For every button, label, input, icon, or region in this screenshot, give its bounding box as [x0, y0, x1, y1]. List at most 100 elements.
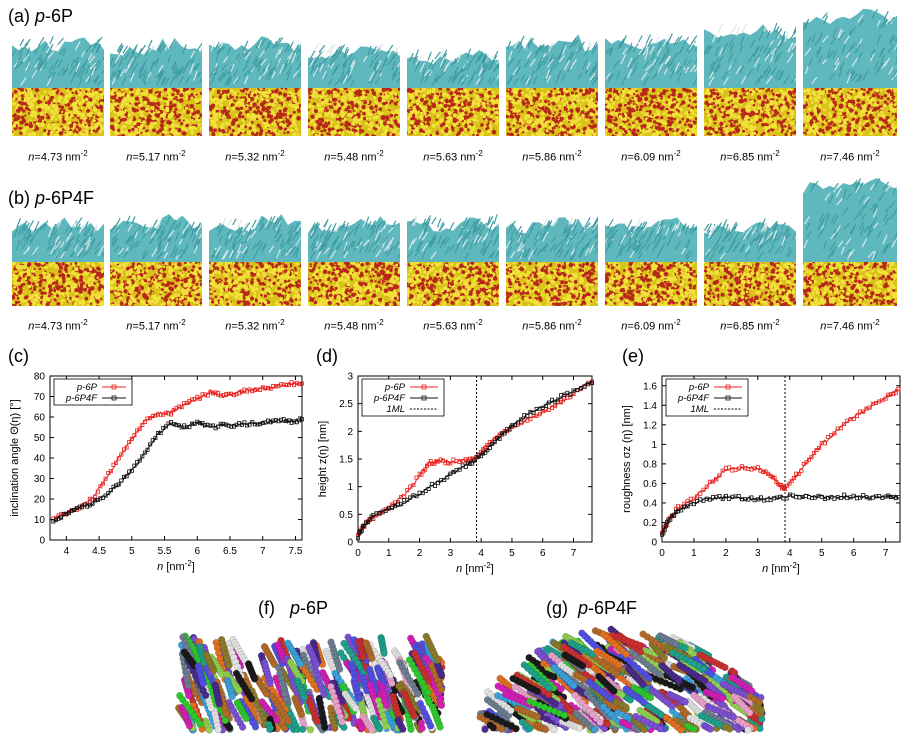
molecule — [483, 696, 513, 719]
data-point — [478, 454, 483, 459]
data-point — [414, 475, 419, 480]
x-axis-label: n [nm-2] — [762, 561, 800, 575]
data-point — [763, 469, 768, 474]
coverage-caption: n=4.73 nm-2 — [28, 149, 88, 164]
molecule — [378, 683, 390, 709]
snapshot-p6p4f-1 — [12, 217, 104, 306]
coverage-caption: n=6.09 nm-2 — [621, 318, 681, 333]
data-point — [500, 431, 505, 436]
y-tick-label: 1 — [347, 482, 353, 493]
data-point — [174, 423, 179, 428]
data-point — [163, 410, 168, 415]
molecule — [630, 684, 655, 702]
data-point — [537, 412, 542, 417]
data-point — [197, 396, 202, 401]
series-p-6P — [660, 387, 901, 535]
x-tick-label: 3 — [448, 548, 454, 559]
data-point — [359, 528, 364, 533]
data-point — [297, 418, 302, 423]
data-point — [559, 400, 564, 405]
molecule — [684, 722, 698, 733]
molecule — [658, 661, 683, 685]
coverage-caption: n=4.73 nm-2 — [28, 318, 88, 333]
molecule — [370, 648, 395, 679]
molecule — [520, 661, 553, 692]
data-point — [492, 440, 497, 445]
molecule — [676, 661, 709, 685]
data-point — [140, 454, 145, 459]
y-tick-label: 70 — [34, 392, 46, 403]
data-point — [127, 469, 132, 474]
y-tick-label: 1.4 — [643, 401, 657, 412]
data-point — [698, 491, 703, 496]
molecule — [341, 690, 360, 712]
data-point — [252, 388, 257, 393]
data-point — [480, 451, 485, 456]
snapshot-p6p-6 — [506, 34, 598, 136]
data-point — [704, 484, 709, 489]
molecule — [260, 642, 279, 669]
data-point — [221, 421, 226, 426]
data-point — [832, 496, 837, 501]
y-tick-label: 0 — [651, 538, 657, 549]
data-point — [442, 477, 447, 482]
data-point — [299, 381, 304, 386]
molecule — [719, 680, 751, 700]
y-tick-label: 2.5 — [339, 399, 353, 410]
data-point — [216, 391, 221, 396]
panel-b-label: (b) p-6P4F — [8, 188, 95, 208]
legend-entry: 1ML — [387, 404, 405, 415]
data-point — [468, 456, 473, 461]
data-point — [420, 491, 425, 496]
molecule — [327, 683, 346, 726]
data-point — [148, 442, 153, 447]
data-point — [711, 479, 716, 484]
data-point — [119, 478, 124, 483]
data-point — [221, 393, 226, 398]
data-point — [736, 466, 741, 471]
data-point — [685, 498, 690, 503]
molecule — [593, 647, 623, 669]
molecule-cluster-p6p4f — [476, 625, 766, 734]
legend-entry: p-6P — [76, 382, 98, 393]
data-point — [59, 515, 64, 520]
snapshot-p6p-3 — [209, 36, 301, 136]
molecule — [428, 703, 444, 731]
data-point — [470, 461, 475, 466]
molecule — [518, 718, 534, 733]
x-tick-label: 5 — [819, 548, 825, 559]
data-point — [457, 467, 462, 472]
data-point — [242, 420, 247, 425]
molecule-cluster-p6p — [175, 632, 446, 734]
data-point — [200, 392, 205, 397]
data-point — [148, 416, 153, 421]
data-point — [182, 401, 187, 406]
data-point — [356, 536, 361, 541]
y-axis-label: inclination angle Θ(η) [°] — [9, 399, 21, 517]
data-point — [197, 421, 202, 426]
molecule — [728, 673, 756, 695]
data-point — [528, 417, 533, 422]
data-point — [799, 468, 804, 473]
y-tick-label: 0.6 — [643, 479, 657, 490]
data-point — [116, 456, 121, 461]
snapshot-p6p4f-5 — [407, 214, 499, 306]
data-point — [358, 529, 363, 534]
y-tick-label: 30 — [34, 474, 46, 485]
chart-roughness: 0 1 2 3 4 5 6 7 0 0.2 0.4 0.6 0.8 1 1.2 1.4 1.6 p-6Pp-6P4… — [621, 375, 901, 575]
data-point — [565, 390, 570, 395]
data-point — [184, 425, 189, 430]
data-point — [260, 421, 265, 426]
data-point — [586, 382, 591, 387]
data-point — [258, 422, 263, 427]
data-point — [189, 397, 194, 402]
molecule — [560, 643, 593, 669]
x-tick-label: 7 — [260, 546, 266, 557]
data-point — [789, 478, 794, 483]
x-tick-label: 1 — [691, 548, 697, 559]
molecule — [669, 649, 708, 673]
data-point — [150, 414, 155, 419]
data-point — [896, 495, 901, 500]
data-point — [203, 392, 208, 397]
